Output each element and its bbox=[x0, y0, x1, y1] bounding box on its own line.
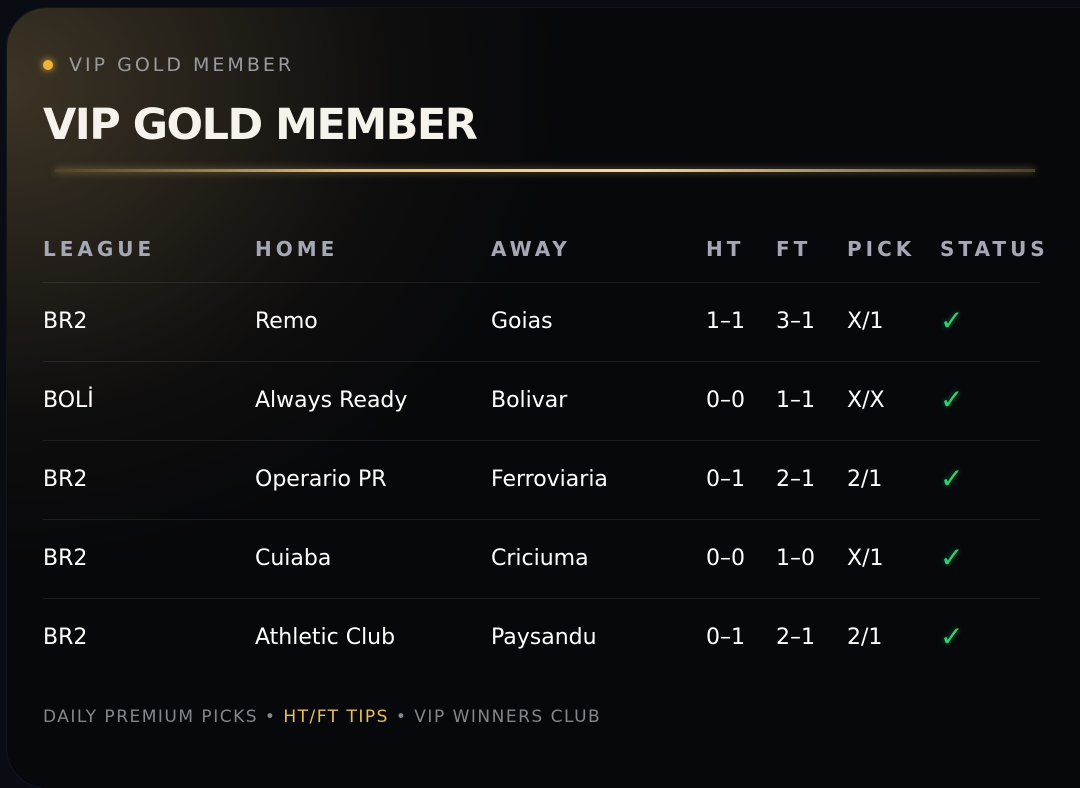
cell-ht: 0–0 bbox=[706, 388, 745, 413]
vip-card bbox=[7, 8, 1080, 788]
cell-home: Cuiaba bbox=[255, 546, 332, 571]
cell-pick: 2/1 bbox=[847, 625, 883, 650]
column-header-league: LEAGUE bbox=[43, 237, 156, 261]
check-icon: ✓ bbox=[940, 462, 964, 495]
cell-league: BR2 bbox=[43, 546, 88, 571]
cell-ht: 1–1 bbox=[706, 309, 745, 334]
gold-divider bbox=[55, 169, 1035, 172]
column-header-ft: FT bbox=[776, 237, 812, 261]
cell-ft: 1–1 bbox=[776, 388, 815, 413]
kicker: VIP GOLD MEMBER bbox=[43, 54, 294, 76]
row-divider bbox=[43, 361, 1040, 362]
cell-home: Operario PR bbox=[255, 467, 387, 492]
row-divider bbox=[43, 282, 1040, 283]
check-icon: ✓ bbox=[940, 383, 964, 416]
check-icon: ✓ bbox=[940, 541, 964, 574]
cell-pick: 2/1 bbox=[847, 467, 883, 492]
cell-league: BOLİ bbox=[43, 388, 94, 413]
cell-ft: 1–0 bbox=[776, 546, 815, 571]
cell-pick: X/1 bbox=[847, 309, 884, 334]
cell-league: BR2 bbox=[43, 309, 88, 334]
cell-ft: 2–1 bbox=[776, 467, 815, 492]
column-header-home: HOME bbox=[255, 237, 339, 261]
column-header-away: AWAY bbox=[491, 237, 571, 261]
cell-away: Paysandu bbox=[491, 625, 597, 650]
column-header-status: STATUS bbox=[940, 237, 1049, 261]
cell-league: BR2 bbox=[43, 467, 88, 492]
cell-ft: 3–1 bbox=[776, 309, 815, 334]
cell-ft: 2–1 bbox=[776, 625, 815, 650]
check-icon: ✓ bbox=[940, 304, 964, 337]
cell-ht: 0–1 bbox=[706, 625, 745, 650]
gold-dot-icon bbox=[43, 60, 53, 70]
row-divider bbox=[43, 440, 1040, 441]
kicker-label: VIP GOLD MEMBER bbox=[69, 54, 295, 76]
cell-away: Goias bbox=[491, 309, 553, 334]
footer-highlight: HT/FT TIPS bbox=[283, 707, 389, 727]
column-header-pick: PICK bbox=[847, 237, 916, 261]
page-title: VIP GOLD MEMBER bbox=[43, 100, 478, 150]
footer-part1: DAILY PREMIUM PICKS • bbox=[43, 707, 277, 727]
cell-home: Remo bbox=[255, 309, 318, 334]
cell-ht: 0–1 bbox=[706, 467, 745, 492]
column-header-ht: HT bbox=[706, 237, 745, 261]
cell-pick: X/1 bbox=[847, 546, 884, 571]
footer-part3: • VIP WINNERS CLUB bbox=[395, 707, 602, 727]
footer-tagline: DAILY PREMIUM PICKS • HT/FT TIPS • VIP W… bbox=[43, 707, 601, 727]
cell-away: Ferroviaria bbox=[491, 467, 608, 492]
cell-ht: 0–0 bbox=[706, 546, 745, 571]
cell-pick: X/X bbox=[847, 388, 885, 413]
cell-home: Athletic Club bbox=[255, 625, 396, 650]
row-divider bbox=[43, 519, 1040, 520]
cell-away: Criciuma bbox=[491, 546, 589, 571]
cell-away: Bolivar bbox=[491, 388, 568, 413]
cell-league: BR2 bbox=[43, 625, 88, 650]
cell-home: Always Ready bbox=[255, 388, 408, 413]
row-divider bbox=[43, 598, 1040, 599]
check-icon: ✓ bbox=[940, 620, 964, 653]
